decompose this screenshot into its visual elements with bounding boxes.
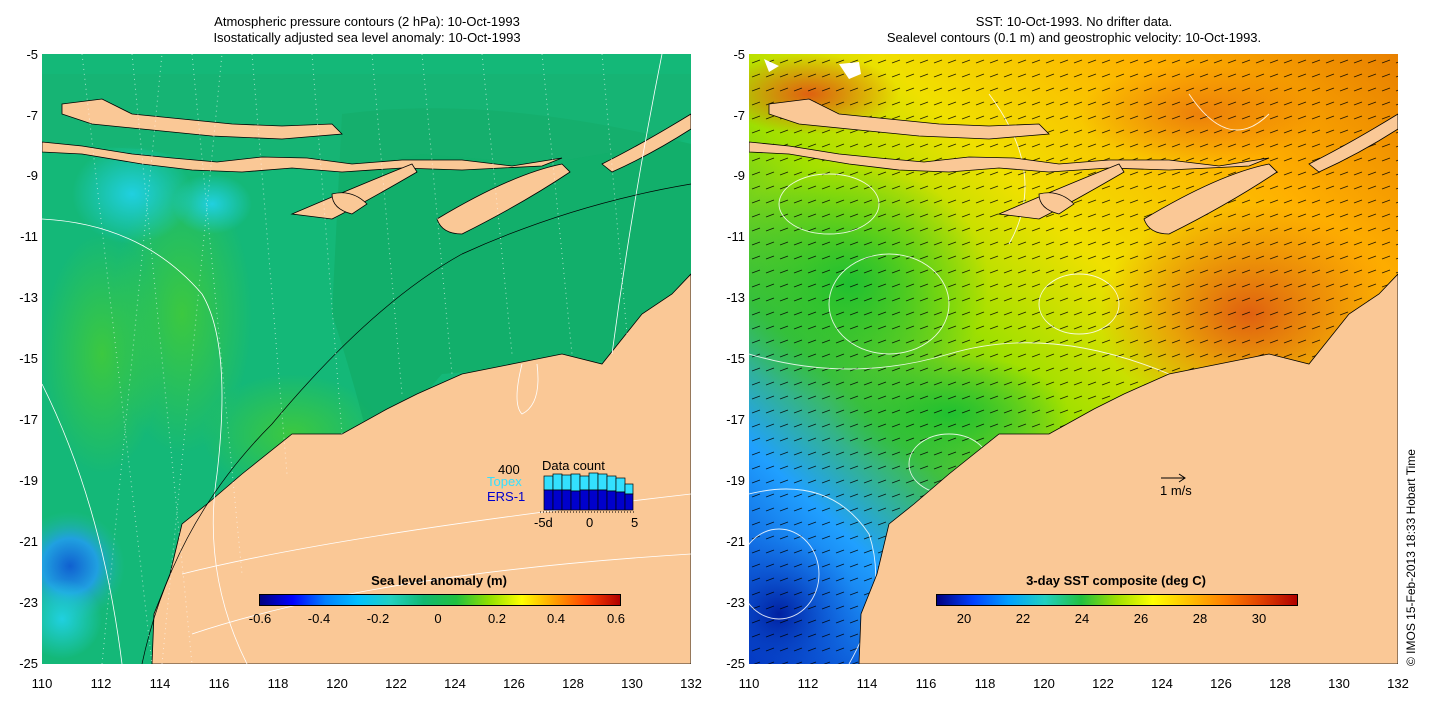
x-tick: 122 [376,676,416,691]
y-tick: -5 [2,47,38,62]
y-tick: -15 [709,351,745,366]
sst-colorbar [936,594,1298,606]
copyright-text: © IMOS 15-Feb-2013 18:33 Hobart Time [1404,449,1418,666]
x-tick: 130 [1319,676,1359,691]
y-tick: -13 [709,290,745,305]
left-title-line1: Atmospheric pressure contours (2 hPa): 1… [42,14,692,30]
y-tick: -9 [2,168,38,183]
y-tick: -9 [709,168,745,183]
right-title-line2: Sealevel contours (0.1 m) and geostrophi… [749,30,1399,46]
x-tick: 124 [435,676,475,691]
sla-colorbar-tick: -0.2 [358,611,398,626]
y-tick: -17 [2,412,38,427]
x-tick: 120 [317,676,357,691]
sst-colorbar-tick: 20 [944,611,984,626]
x-tick: 114 [140,676,180,691]
y-tick: -15 [2,351,38,366]
sst-colorbar-tick: 26 [1121,611,1161,626]
y-tick: -17 [709,412,745,427]
x-tick: 110 [22,676,62,691]
y-tick: -5 [709,47,745,62]
sst-colorbar-tick: 30 [1239,611,1279,626]
right-title-line1: SST: 10-Oct-1993. No drifter data. [749,14,1399,30]
y-tick: -19 [709,473,745,488]
y-tick: -23 [2,595,38,610]
x-tick: 118 [258,676,298,691]
x-tick: 112 [81,676,121,691]
data-count-histogram [540,470,635,515]
x-tick: 132 [671,676,711,691]
x-tick: 128 [1260,676,1300,691]
data-count-x-label: -5d [534,515,553,530]
sla-colorbar-title: Sea level anomaly (m) [259,573,619,588]
data-count-x-label: 5 [631,515,638,530]
x-tick: 128 [553,676,593,691]
x-tick: 112 [788,676,828,691]
y-tick: -21 [2,534,38,549]
y-tick: -11 [2,229,38,244]
x-tick: 130 [612,676,652,691]
y-tick: -25 [709,656,745,671]
sst-colorbar-tick: 28 [1180,611,1220,626]
x-tick: 116 [906,676,946,691]
sst-colorbar-tick: 22 [1003,611,1043,626]
sla-colorbar-tick: -0.6 [240,611,280,626]
sst-colorbar-title: 3-day SST composite (deg C) [936,573,1296,588]
x-tick: 126 [1201,676,1241,691]
ers-legend-label: ERS-1 [487,489,525,504]
sla-colorbar-tick: 0.6 [596,611,636,626]
y-tick: -11 [709,229,745,244]
topex-legend-label: Topex [487,474,522,489]
x-tick: 124 [1142,676,1182,691]
sla-colorbar-tick: 0 [418,611,458,626]
y-tick: -7 [2,108,38,123]
left-title-line2: Isostatically adjusted sea level anomaly… [42,30,692,46]
x-tick: 122 [1083,676,1123,691]
data-count-x-label: 0 [586,515,593,530]
x-tick: 126 [494,676,534,691]
x-tick: 110 [729,676,769,691]
x-tick: 120 [1024,676,1064,691]
y-tick: -21 [709,534,745,549]
y-tick: -7 [709,108,745,123]
sla-colorbar-tick: 0.2 [477,611,517,626]
y-tick: -23 [709,595,745,610]
sla-colorbar [259,594,621,606]
y-tick: -13 [2,290,38,305]
x-tick: 132 [1378,676,1418,691]
sla-colorbar-tick: 0.4 [536,611,576,626]
sla-colorbar-tick: -0.4 [299,611,339,626]
x-tick: 114 [847,676,887,691]
y-tick: -25 [2,656,38,671]
sst-colorbar-tick: 24 [1062,611,1102,626]
velocity-scale-label: 1 m/s [1160,483,1192,498]
x-tick: 116 [199,676,239,691]
y-tick: -19 [2,473,38,488]
x-tick: 118 [965,676,1005,691]
